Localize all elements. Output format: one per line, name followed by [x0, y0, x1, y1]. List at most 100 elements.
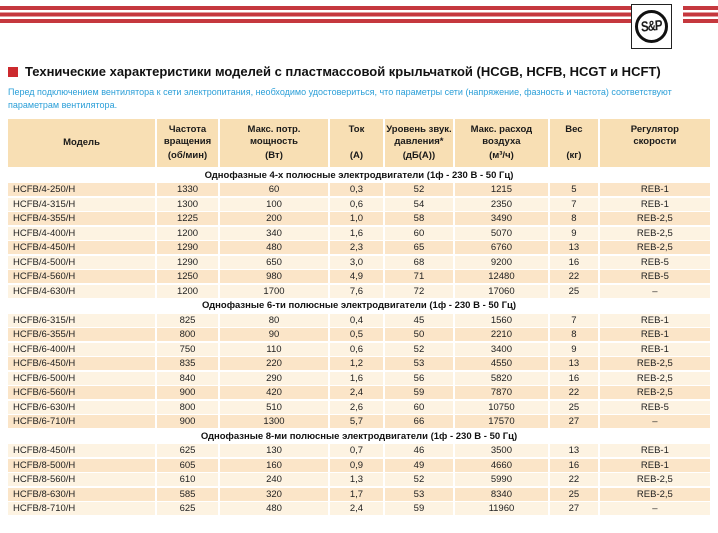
value-cell: 60	[384, 226, 453, 240]
value-cell: REB-2,5	[599, 357, 710, 371]
section-header: Однофазные 6-ти полюсные электродвигател…	[8, 299, 710, 313]
model-cell: HCFB/6-400/H	[8, 342, 156, 356]
value-cell: 50	[384, 328, 453, 342]
value-cell: REB-5	[599, 270, 710, 284]
value-cell: 1560	[454, 313, 548, 327]
value-cell: 66	[384, 415, 453, 429]
column-header-power: Макс. потр. мощность (Вт)	[220, 118, 328, 167]
column-header-current: Ток (А)	[330, 118, 383, 167]
value-cell: 90	[220, 328, 328, 342]
value-cell: 625	[157, 502, 218, 516]
table-row: HCFB/4-500/H 1290 650 3,0 68 9200 16 REB-5	[8, 255, 710, 269]
value-cell: 9	[549, 226, 598, 240]
value-cell: 7	[549, 313, 598, 327]
table-row: HCFB/6-710/H 900 1300 5,7 66 17570 27–	[8, 415, 710, 429]
value-cell: 800	[157, 400, 218, 414]
table-row: HCFB/6-315/H 825 80 0,4 45 1560 7 REB-1	[8, 313, 710, 327]
table-row: HCFB/6-630/H 800 510 2,6 60 10750 25 REB-5	[8, 400, 710, 414]
value-cell: 52	[384, 342, 453, 356]
value-cell: 59	[384, 386, 453, 400]
value-cell: 800	[157, 328, 218, 342]
value-cell: 16	[549, 458, 598, 472]
model-cell: HCFB/6-355/H	[8, 328, 156, 342]
table-row: HCFB/6-400/H 750 110 0,6 52 3400 9 REB-1	[8, 342, 710, 356]
brand-stripes-left	[0, 6, 633, 23]
value-cell: 2,6	[330, 400, 383, 414]
value-cell: REB-1	[599, 197, 710, 211]
value-cell: 4660	[454, 458, 548, 472]
section-title-row: Технические характеристики моделей с пла…	[8, 64, 710, 80]
value-cell: 60	[384, 400, 453, 414]
model-cell: HCFB/6-315/H	[8, 313, 156, 327]
value-cell: REB-1	[599, 458, 710, 472]
value-cell: 340	[220, 226, 328, 240]
value-cell: 27	[549, 502, 598, 516]
value-cell: 7870	[454, 386, 548, 400]
value-cell: 5070	[454, 226, 548, 240]
value-cell: 9	[549, 342, 598, 356]
model-cell: HCFB/8-630/H	[8, 487, 156, 501]
value-cell: 1290	[157, 241, 218, 255]
value-cell: 420	[220, 386, 328, 400]
value-cell: 22	[549, 386, 598, 400]
page-title: Технические характеристики моделей с пла…	[25, 64, 661, 79]
value-cell: 22	[549, 270, 598, 284]
value-cell: 16	[549, 371, 598, 385]
value-cell: 0,6	[330, 197, 383, 211]
value-cell: 750	[157, 342, 218, 356]
model-cell: HCFB/4-315/H	[8, 197, 156, 211]
value-cell: 8	[549, 328, 598, 342]
value-cell: 900	[157, 415, 218, 429]
value-cell: 650	[220, 255, 328, 269]
brand-bar: S&P	[0, 0, 718, 54]
value-cell: 1,6	[330, 371, 383, 385]
value-cell: 60	[220, 183, 328, 197]
column-header-airflow: Макс. расход воздуха (м³/ч)	[454, 118, 548, 167]
model-cell: HCFB/6-560/H	[8, 386, 156, 400]
value-cell: 8340	[454, 487, 548, 501]
section-header: Однофазные 4-х полюсные электродвигатели…	[8, 168, 710, 182]
value-cell: 54	[384, 197, 453, 211]
value-cell: 80	[220, 313, 328, 327]
table-row: HCFB/6-450/H 835 220 1,2 53 4550 13 REB-2,5	[8, 357, 710, 371]
value-cell: 7	[549, 197, 598, 211]
value-cell: 72	[384, 284, 453, 298]
column-header-weight: Вес (кг)	[549, 118, 598, 167]
value-cell: 1,0	[330, 212, 383, 226]
value-cell: 510	[220, 400, 328, 414]
table-row: HCFB/4-630/H 1200 1700 7,6 72 17060 25–	[8, 284, 710, 298]
table-row: HCFB/6-355/H 800 90 0,5 50 2210 8 REB-1	[8, 328, 710, 342]
value-cell: 605	[157, 458, 218, 472]
value-cell: 68	[384, 255, 453, 269]
value-cell: 4550	[454, 357, 548, 371]
value-cell: 840	[157, 371, 218, 385]
value-cell: 25	[549, 284, 598, 298]
value-cell: –	[599, 502, 710, 516]
value-cell: REB-2,5	[599, 212, 710, 226]
model-cell: HCFB/8-710/H	[8, 502, 156, 516]
value-cell: 625	[157, 444, 218, 458]
value-cell: 5,7	[330, 415, 383, 429]
value-cell: 22	[549, 473, 598, 487]
value-cell: REB-2,5	[599, 241, 710, 255]
table-row: HCFB/8-560/H 610 240 1,3 52 5990 22 REB-2,5	[8, 473, 710, 487]
table-row: HCFB/8-450/H 625 130 0,7 46 3500 13 REB-1	[8, 444, 710, 458]
value-cell: 3,0	[330, 255, 383, 269]
model-cell: HCFB/4-400/H	[8, 226, 156, 240]
model-cell: HCFB/4-500/H	[8, 255, 156, 269]
value-cell: 52	[384, 473, 453, 487]
value-cell: 53	[384, 357, 453, 371]
value-cell: 110	[220, 342, 328, 356]
value-cell: 900	[157, 386, 218, 400]
column-header-regulator: Регулятор скорости	[599, 118, 710, 167]
value-cell: REB-2,5	[599, 386, 710, 400]
column-header-model: Модель	[8, 118, 156, 167]
value-cell: 58	[384, 212, 453, 226]
value-cell: 1,3	[330, 473, 383, 487]
value-cell: 25	[549, 487, 598, 501]
value-cell: 130	[220, 444, 328, 458]
table-row: HCFB/4-250/H 1330 60 0,3 52 1215 5 REB-1	[8, 183, 710, 197]
value-cell: 100	[220, 197, 328, 211]
value-cell: 0,7	[330, 444, 383, 458]
model-cell: HCFB/8-450/H	[8, 444, 156, 458]
